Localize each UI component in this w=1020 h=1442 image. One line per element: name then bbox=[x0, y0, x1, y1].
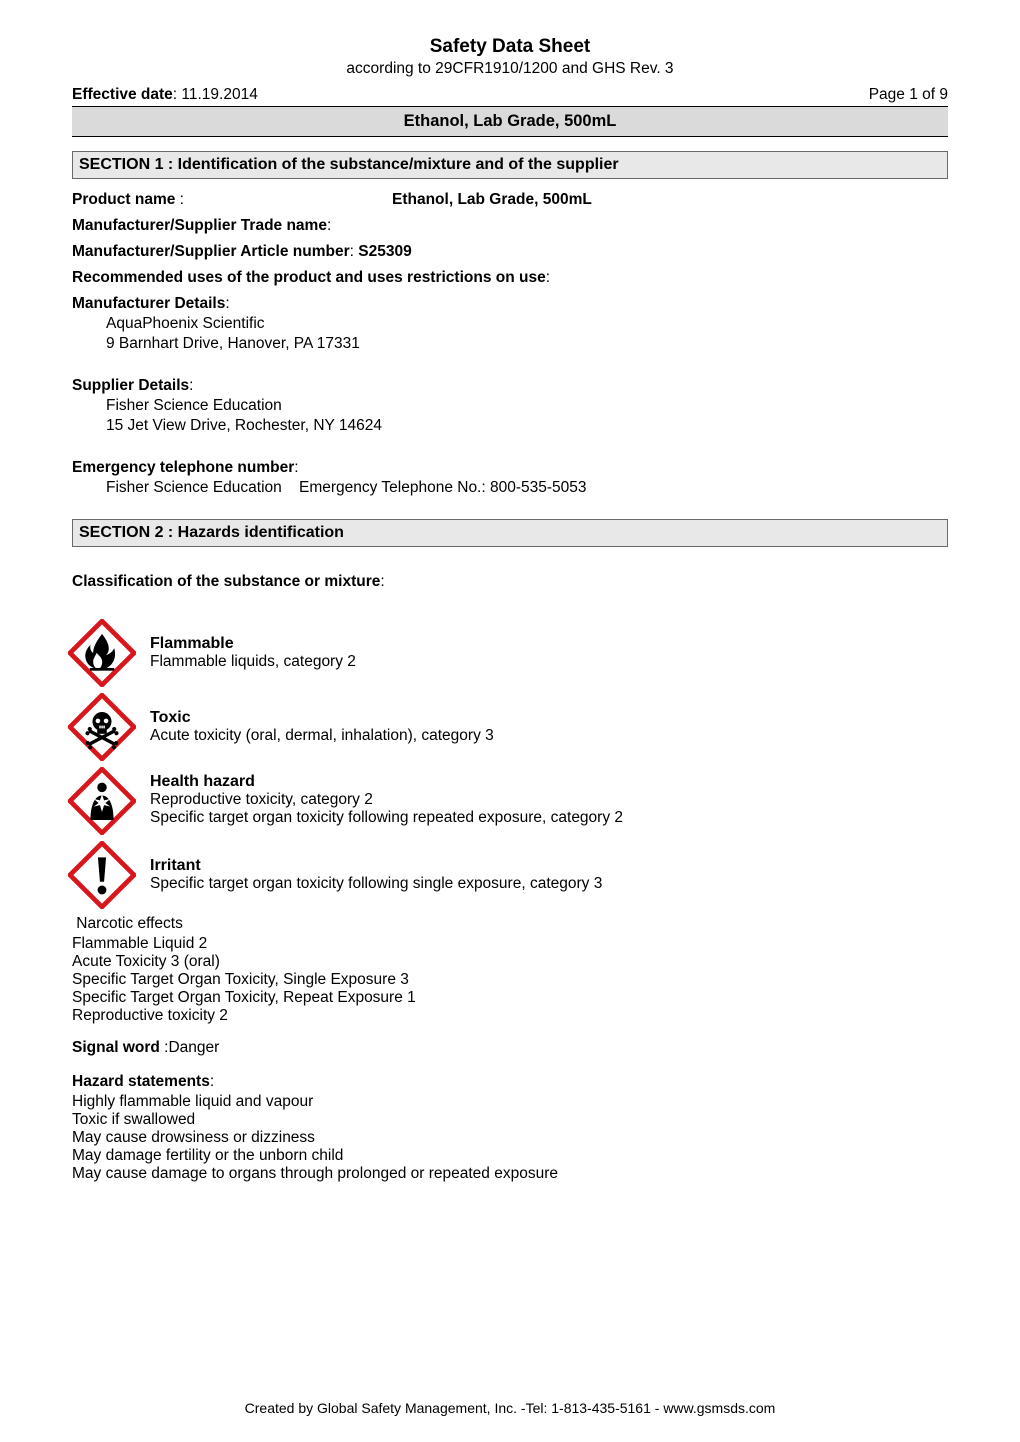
pictogram-line: Flammable liquids, category 2 bbox=[150, 653, 356, 671]
ghs-diamond bbox=[68, 767, 136, 835]
supplier-details-row: Supplier Details: bbox=[72, 377, 948, 395]
rec-uses-row: Recommended uses of the product and uses… bbox=[72, 269, 948, 287]
page: Safety Data Sheet according to 29CFR1910… bbox=[0, 0, 1020, 1442]
effective-date-value: : 11.19.2014 bbox=[173, 86, 258, 103]
effective-date-label: Effective date bbox=[72, 86, 173, 103]
pictogram-text: ToxicAcute toxicity (oral, dermal, inhal… bbox=[150, 709, 494, 745]
skull-crossbones-icon bbox=[68, 693, 136, 761]
hazard-statement: May damage fertility or the unborn child bbox=[72, 1147, 948, 1165]
classification-item: Acute Toxicity 3 (oral) bbox=[72, 953, 948, 971]
ghs-diamond bbox=[68, 619, 136, 687]
mfr-trade-row: Manufacturer/Supplier Trade name: bbox=[72, 217, 948, 235]
meta-row: Effective date: 11.19.2014 Page 1 of 9 bbox=[72, 86, 948, 104]
section-1-header: SECTION 1 : Identification of the substa… bbox=[72, 151, 948, 179]
hazard-statement: May cause drowsiness or dizziness bbox=[72, 1129, 948, 1147]
mfr-details-row: Manufacturer Details: bbox=[72, 295, 948, 313]
pictogram-text: IrritantSpecific target organ toxicity f… bbox=[150, 857, 602, 893]
health-hazard-icon bbox=[68, 767, 136, 835]
doc-title: Safety Data Sheet bbox=[72, 36, 948, 58]
pictogram-row: Health hazardReproductive toxicity, cate… bbox=[72, 767, 948, 835]
pictogram-line: Specific target organ toxicity following… bbox=[150, 809, 623, 827]
mfr-article-label: Manufacturer/Supplier Article number bbox=[72, 243, 350, 260]
product-name-label: Product name bbox=[72, 191, 175, 208]
pictogram-line: Reproductive toxicity, category 2 bbox=[150, 791, 623, 809]
mfr-details-addr: 9 Barnhart Drive, Hanover, PA 17331 bbox=[72, 335, 948, 353]
footer: Created by Global Safety Management, Inc… bbox=[0, 1400, 1020, 1416]
pictogram-title: Toxic bbox=[150, 709, 494, 727]
hazard-header: Hazard statements bbox=[72, 1073, 210, 1090]
pictogram-row: IrritantSpecific target organ toxicity f… bbox=[72, 841, 948, 909]
pictogram-line: Specific target organ toxicity following… bbox=[150, 875, 602, 893]
trailing-note: Narcotic effects bbox=[72, 915, 948, 933]
signal-word-row: Signal word :Danger bbox=[72, 1039, 948, 1057]
mfr-article-value: S25309 bbox=[358, 243, 411, 260]
pictogram-list: FlammableFlammable liquids, category 2 T… bbox=[72, 619, 948, 909]
emergency-row: Emergency telephone number: bbox=[72, 459, 948, 477]
effective-date: Effective date: 11.19.2014 bbox=[72, 86, 258, 104]
pictogram-line: Acute toxicity (oral, dermal, inhalation… bbox=[150, 727, 494, 745]
pictogram-title: Flammable bbox=[150, 635, 356, 653]
ghs-diamond bbox=[68, 693, 136, 761]
product-name-sep: : bbox=[175, 191, 184, 208]
pictogram-title: Irritant bbox=[150, 857, 602, 875]
classification-item: Specific Target Organ Toxicity, Single E… bbox=[72, 971, 948, 989]
page-number: Page 1 of 9 bbox=[869, 86, 948, 104]
product-band: Ethanol, Lab Grade, 500mL bbox=[72, 106, 948, 137]
emergency-line: Fisher Science Education Emergency Telep… bbox=[72, 479, 948, 497]
exclamation-icon bbox=[68, 841, 136, 909]
hazard-statement: Highly flammable liquid and vapour bbox=[72, 1093, 948, 1111]
signal-word-value: :Danger bbox=[160, 1039, 219, 1056]
mfr-article-row: Manufacturer/Supplier Article number: S2… bbox=[72, 243, 948, 261]
classification-item: Reproductive toxicity 2 bbox=[72, 1007, 948, 1025]
classification-heading: Classification of the substance or mixtu… bbox=[72, 573, 380, 590]
mfr-trade-label: Manufacturer/Supplier Trade name bbox=[72, 217, 327, 234]
product-name-value: Ethanol, Lab Grade, 500mL bbox=[392, 191, 592, 209]
hazard-statement: Toxic if swallowed bbox=[72, 1111, 948, 1129]
pictogram-text: Health hazardReproductive toxicity, cate… bbox=[150, 767, 623, 827]
pictogram-row: ToxicAcute toxicity (oral, dermal, inhal… bbox=[72, 693, 948, 761]
hazard-statement: May cause damage to organs through prolo… bbox=[72, 1165, 948, 1183]
pictogram-row: FlammableFlammable liquids, category 2 bbox=[72, 619, 948, 687]
classification-item: Flammable Liquid 2 bbox=[72, 935, 948, 953]
flame-icon bbox=[68, 619, 136, 687]
mfr-details-label: Manufacturer Details bbox=[72, 295, 225, 312]
emergency-label: Emergency telephone number bbox=[72, 459, 294, 476]
supplier-name: Fisher Science Education bbox=[72, 397, 948, 415]
section-2-header: SECTION 2 : Hazards identification bbox=[72, 519, 948, 547]
supplier-addr: 15 Jet View Drive, Rochester, NY 14624 bbox=[72, 417, 948, 435]
pictogram-title: Health hazard bbox=[150, 773, 623, 791]
mfr-details-name: AquaPhoenix Scientific bbox=[72, 315, 948, 333]
pictogram-text: FlammableFlammable liquids, category 2 bbox=[150, 635, 356, 671]
hazard-header-row: Hazard statements: bbox=[72, 1073, 948, 1091]
rec-uses-label: Recommended uses of the product and uses… bbox=[72, 269, 546, 286]
classification-list: Flammable Liquid 2Acute Toxicity 3 (oral… bbox=[72, 935, 948, 1025]
ghs-diamond bbox=[68, 841, 136, 909]
signal-word-label: Signal word bbox=[72, 1039, 160, 1056]
hazard-statements: Highly flammable liquid and vapourToxic … bbox=[72, 1093, 948, 1183]
classification-item: Specific Target Organ Toxicity, Repeat E… bbox=[72, 989, 948, 1007]
classification-heading-row: Classification of the substance or mixtu… bbox=[72, 573, 948, 591]
supplier-details-label: Supplier Details bbox=[72, 377, 189, 394]
doc-subtitle: according to 29CFR1910/1200 and GHS Rev.… bbox=[72, 60, 948, 78]
product-name-row: Product name : Ethanol, Lab Grade, 500mL bbox=[72, 191, 948, 209]
